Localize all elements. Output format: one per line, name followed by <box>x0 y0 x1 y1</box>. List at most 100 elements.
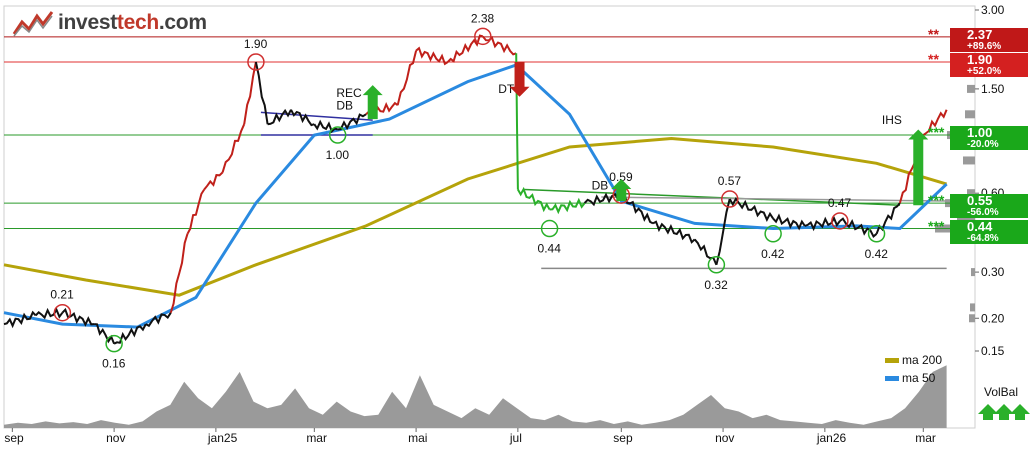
price-line <box>396 50 418 106</box>
extreme-value-label: 0.59 <box>609 170 633 184</box>
extreme-value-label: 0.16 <box>102 357 126 371</box>
price-line <box>221 123 246 173</box>
price-line <box>652 220 696 244</box>
price-line <box>804 215 841 232</box>
x-tick-label: sep <box>613 431 633 445</box>
volume-area <box>4 365 947 428</box>
extreme-value-label: 2.38 <box>471 11 495 25</box>
y-tick-label: 0.20 <box>981 311 1005 325</box>
x-tick-label: mai <box>408 431 427 445</box>
level-stars: *** <box>928 217 945 234</box>
price-line <box>267 108 292 126</box>
volume-profile-bar <box>963 156 975 165</box>
level-value: 0.44 <box>967 218 993 234</box>
extreme-value-label: 0.42 <box>761 247 785 261</box>
price-line <box>169 233 189 313</box>
x-tick-label: jan26 <box>816 431 847 445</box>
x-tick-label: nov <box>106 431 125 445</box>
plot-area <box>3 5 976 429</box>
neckline <box>524 188 900 206</box>
y-tick-label: 0.15 <box>981 344 1005 358</box>
price-line <box>839 217 878 238</box>
ma50-legend-swatch <box>885 376 899 381</box>
top-marker <box>831 212 849 230</box>
price-line <box>243 61 257 125</box>
ma200-line <box>3 136 948 297</box>
price-line <box>922 109 948 136</box>
price-line <box>34 307 64 320</box>
price-line <box>145 312 172 328</box>
level-value: 0.55 <box>967 193 993 209</box>
x-tick-label: jul <box>509 431 522 445</box>
price-level-tag: ** 1.90 +52.0% <box>928 51 1028 77</box>
volbal-arrow-icon <box>978 404 998 420</box>
price-line <box>772 213 806 231</box>
x-tick-label: mar <box>915 431 936 445</box>
pattern-label: DB <box>592 178 609 192</box>
buy-arrow-icon <box>362 85 383 120</box>
extreme-value-label: 0.21 <box>50 288 74 302</box>
top-marker <box>474 27 492 46</box>
level-percent: -64.8% <box>967 232 999 244</box>
extreme-value-label: 1.90 <box>244 37 268 51</box>
price-line <box>113 323 147 345</box>
price-line <box>254 61 269 125</box>
price-line <box>313 119 339 134</box>
level-value: 1.90 <box>967 51 993 67</box>
bottom-marker <box>764 225 782 243</box>
extreme-value-label: 0.47 <box>828 196 852 210</box>
resistance-line <box>601 196 947 202</box>
investtech-logo: investtech.com <box>12 8 207 38</box>
pattern-label: REC <box>336 86 362 100</box>
y-tick-label: 0.30 <box>981 265 1005 279</box>
volume-profile-bar <box>957 214 975 223</box>
bottom-marker <box>867 225 886 243</box>
price-line <box>517 186 551 213</box>
volume-profile-bar <box>965 110 975 119</box>
price-level-tag: ** 2.37 +89.6% <box>928 26 1028 52</box>
extreme-value-label: 0.32 <box>704 278 728 292</box>
level-stars: ** <box>928 50 939 67</box>
x-tick-label: jan25 <box>207 431 238 445</box>
level-percent: +52.0% <box>967 65 1002 77</box>
logo-wordmark: investtech.com <box>58 11 207 34</box>
level-percent: -20.0% <box>967 139 999 151</box>
level-stars: ** <box>928 25 939 42</box>
bottom-marker <box>105 334 123 353</box>
pattern-label: IHS <box>882 113 902 127</box>
price-line <box>447 34 484 63</box>
top-marker <box>247 53 265 71</box>
price-line <box>186 188 206 235</box>
price-line <box>290 109 315 127</box>
level-stars: *** <box>928 124 945 141</box>
volbal-arrow-icon <box>1010 404 1030 420</box>
price-line <box>94 323 116 345</box>
level-value: 2.37 <box>967 26 993 42</box>
price-line <box>337 113 367 131</box>
extreme-value-label: 1.00 <box>326 148 350 162</box>
x-tick-label: mar <box>306 431 327 445</box>
price-line <box>415 46 449 66</box>
level-percent: +89.6% <box>967 40 1002 52</box>
price-level-tag: *** 0.55 -56.0% <box>928 192 1028 219</box>
buy-arrow-icon <box>611 178 632 202</box>
ma50-legend-label: ma 50 <box>902 371 936 385</box>
x-tick-label: nov <box>715 431 734 445</box>
price-line <box>3 310 37 329</box>
ma200-legend-swatch <box>885 358 899 363</box>
pattern-label: DB <box>336 99 353 113</box>
sell-arrow-icon <box>509 61 530 97</box>
top-marker <box>53 303 72 322</box>
pattern-label: DT <box>498 82 515 96</box>
bottom-marker <box>540 219 559 238</box>
volume-profile-bar <box>967 84 975 93</box>
buy-arrow-icon <box>908 129 929 206</box>
level-value: 1.00 <box>967 125 993 141</box>
price-line <box>61 307 95 327</box>
extreme-value-label: 0.57 <box>718 174 742 188</box>
volume-profile-bar <box>971 268 975 277</box>
top-marker <box>720 190 739 208</box>
volbal-label: VolBal <box>984 385 1018 399</box>
price-level-tag: *** 1.00 -20.0% <box>928 124 1028 151</box>
